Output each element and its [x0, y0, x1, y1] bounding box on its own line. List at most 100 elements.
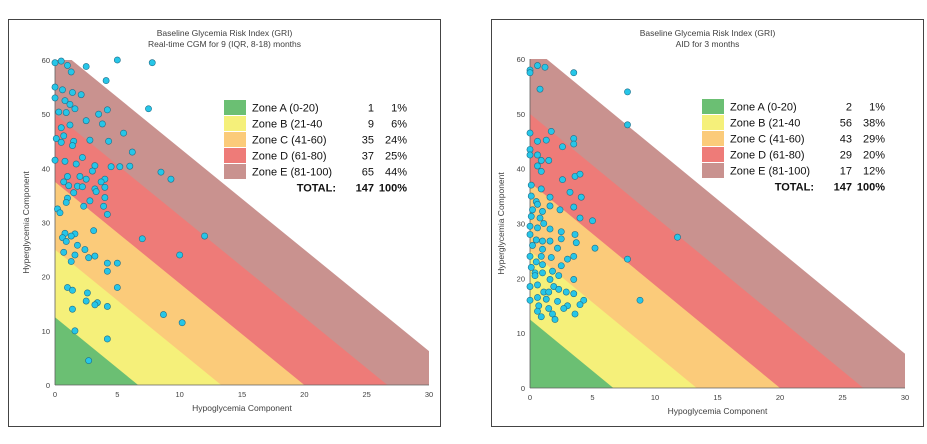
data-point — [636, 296, 644, 304]
x-tick-label: 20 — [776, 393, 784, 402]
data-point — [566, 188, 574, 196]
chart-title: Baseline Glycemia Risk Index (GRI) — [156, 28, 293, 38]
y-tick-label: 30 — [42, 219, 50, 228]
data-point — [536, 85, 544, 93]
legend-swatch — [702, 99, 724, 114]
data-point — [113, 284, 121, 291]
data-point — [534, 151, 541, 159]
data-point — [100, 202, 108, 210]
legend-swatch — [224, 148, 246, 163]
gri-scatter-plot-right: 0 5 10 15 20 25 30 0 10 20 30 40 50 60 Hypoglycemia Co… — [496, 55, 909, 416]
data-point — [67, 258, 75, 265]
data-point — [570, 276, 578, 283]
data-point — [539, 237, 546, 245]
y-tick-label: 0 — [521, 384, 525, 393]
data-point — [589, 217, 596, 225]
legend: Zone A (0-20) 1 1% Zone B (21-40 9 6% Zone C (… — [224, 100, 407, 195]
x-tick-label: 30 — [901, 393, 909, 402]
data-point — [95, 110, 103, 118]
data-point — [534, 294, 541, 301]
data-point — [557, 235, 565, 243]
x-tick-label: 30 — [425, 390, 433, 399]
data-point — [540, 220, 548, 227]
data-point — [545, 157, 553, 164]
data-point — [55, 108, 63, 116]
legend-count: 56 — [840, 118, 852, 130]
data-points — [51, 56, 208, 365]
y-tick-label: 20 — [42, 273, 50, 282]
data-point — [64, 173, 71, 180]
data-point — [66, 101, 74, 108]
data-point — [51, 156, 59, 164]
data-point — [107, 163, 115, 171]
data-point — [537, 185, 545, 193]
data-point — [90, 227, 98, 235]
data-point — [160, 311, 167, 318]
legend-percent: 38% — [863, 118, 885, 130]
data-point — [64, 62, 71, 69]
y-tick-label: 10 — [42, 327, 50, 336]
y-axis-label: Hyperglycemia Component — [21, 171, 31, 274]
legend-percent: 44% — [385, 167, 407, 179]
data-point — [571, 231, 579, 238]
data-point — [580, 296, 588, 304]
data-point — [56, 209, 64, 217]
chart-subtitle: AID for 3 months — [675, 39, 740, 49]
data-point — [674, 233, 681, 241]
data-point — [101, 194, 109, 201]
legend-count: 37 — [362, 151, 374, 163]
data-point — [59, 86, 66, 94]
data-point — [69, 286, 76, 294]
y-tick-label: 0 — [46, 381, 50, 390]
legend-percent: 24% — [385, 135, 407, 147]
data-point — [526, 69, 534, 77]
data-point — [52, 135, 60, 142]
data-point — [532, 236, 540, 244]
data-point — [86, 136, 94, 144]
data-point — [535, 302, 543, 310]
data-point — [167, 175, 175, 183]
data-point — [148, 59, 156, 67]
data-point — [624, 88, 631, 96]
legend-label: Zone A (0-20) — [252, 103, 319, 115]
data-point — [67, 232, 75, 240]
data-point — [82, 63, 90, 70]
data-point — [76, 173, 84, 180]
data-point — [74, 241, 81, 249]
legend-percent: 1% — [391, 103, 407, 115]
data-point — [534, 224, 541, 232]
data-point — [105, 137, 113, 145]
legend-swatch — [224, 116, 246, 131]
data-point — [539, 269, 546, 277]
data-point — [551, 316, 559, 323]
x-tick-label: 15 — [238, 390, 246, 399]
data-point — [546, 276, 554, 283]
legend-swatch — [224, 100, 246, 115]
data-point — [89, 167, 96, 175]
data-point — [113, 259, 121, 267]
data-point — [559, 176, 566, 184]
data-point — [67, 68, 75, 76]
data-point — [102, 77, 110, 84]
x-tick-label: 25 — [838, 393, 846, 402]
data-point — [526, 222, 534, 230]
legend-total-count: 147 — [834, 182, 852, 194]
data-point — [527, 181, 535, 189]
data-point — [80, 202, 88, 210]
data-point — [570, 140, 578, 148]
data-point — [69, 305, 76, 313]
data-point — [570, 69, 578, 77]
legend-swatch — [224, 132, 246, 147]
legend-swatch — [224, 164, 246, 179]
data-point — [85, 254, 93, 262]
data-point — [539, 208, 546, 215]
data-point — [526, 283, 534, 290]
data-point — [60, 248, 68, 256]
legend-count: 35 — [362, 135, 374, 147]
legend-percent: 12% — [863, 166, 885, 178]
data-point — [113, 56, 121, 64]
data-point — [91, 252, 99, 260]
x-tick-label: 20 — [300, 390, 308, 399]
legend-swatch — [702, 131, 724, 146]
data-point — [60, 178, 68, 186]
